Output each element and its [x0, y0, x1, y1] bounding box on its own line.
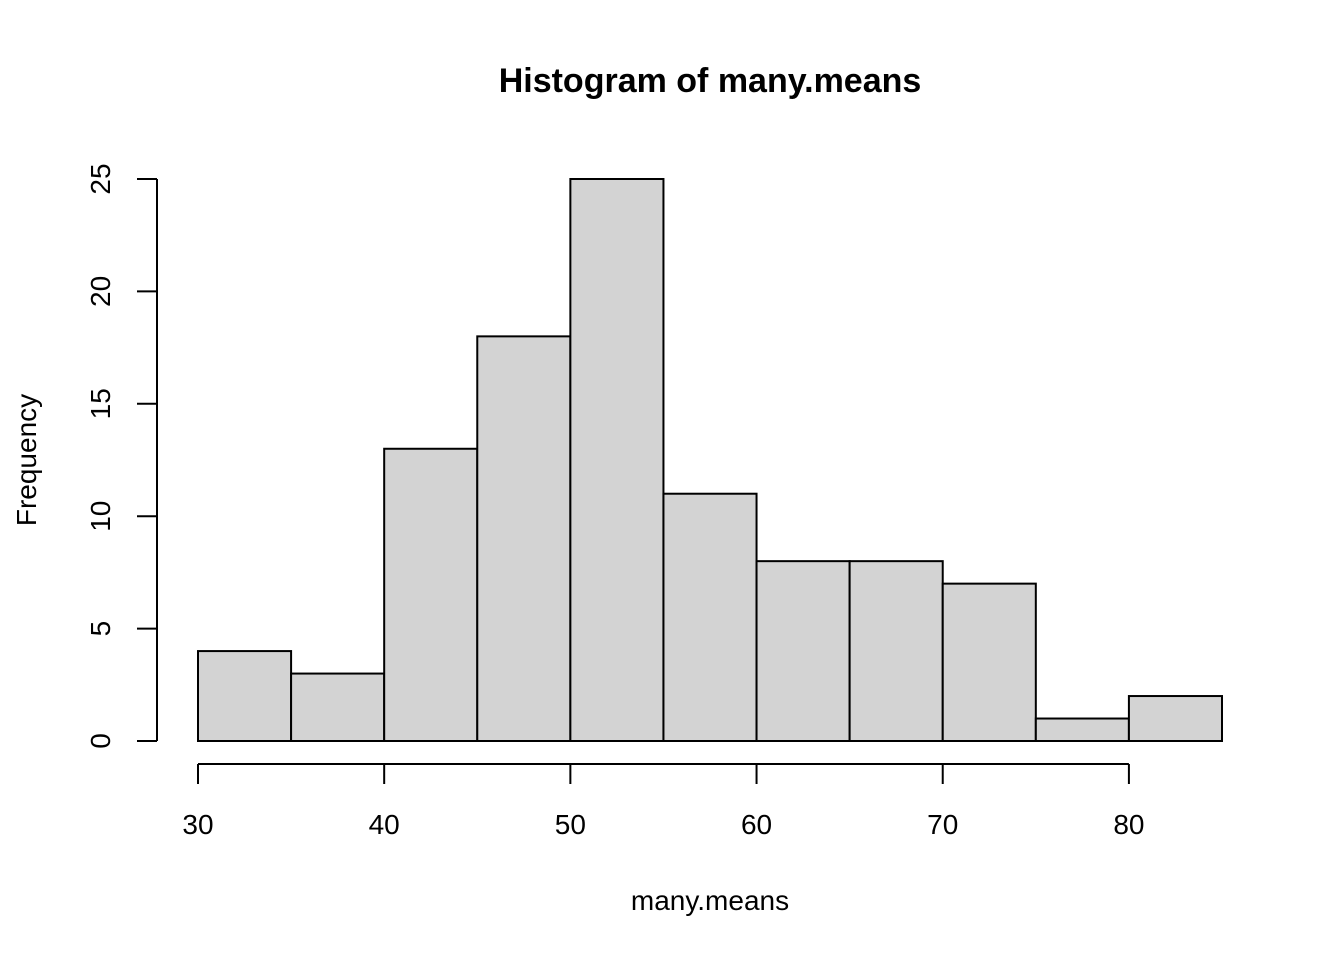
- y-tick-label: 5: [85, 621, 116, 637]
- y-tick-label: 10: [85, 501, 116, 532]
- x-axis-label: many.means: [631, 885, 789, 916]
- bar: [1034, 717, 1130, 743]
- bar: [941, 582, 1037, 743]
- x-tick-label: 40: [369, 809, 400, 840]
- bar: [662, 492, 758, 742]
- y-tick-label: 25: [85, 163, 116, 194]
- x-tick-label: 30: [182, 809, 213, 840]
- x-axis: 30 40 50 60 70 80: [182, 763, 1144, 840]
- bars-group: [197, 178, 1223, 743]
- chart-title: Histogram of many.means: [499, 62, 922, 100]
- y-tick-label: 0: [85, 733, 116, 749]
- y-axis-label: Frequency: [11, 394, 42, 526]
- y-axis: 0 5 10 15 20 25: [85, 163, 158, 749]
- bar: [197, 650, 293, 743]
- bar: [383, 447, 479, 742]
- x-tick-label: 60: [741, 809, 772, 840]
- bar: [569, 178, 665, 742]
- bar: [755, 560, 851, 742]
- x-tick-label: 50: [555, 809, 586, 840]
- x-tick-label: 70: [927, 809, 958, 840]
- bar: [290, 672, 386, 742]
- y-tick-label: 20: [85, 276, 116, 307]
- bar: [476, 335, 572, 742]
- bar: [848, 560, 944, 742]
- bar: [1127, 695, 1223, 742]
- x-tick-label: 80: [1113, 809, 1144, 840]
- y-tick-label: 15: [85, 388, 116, 419]
